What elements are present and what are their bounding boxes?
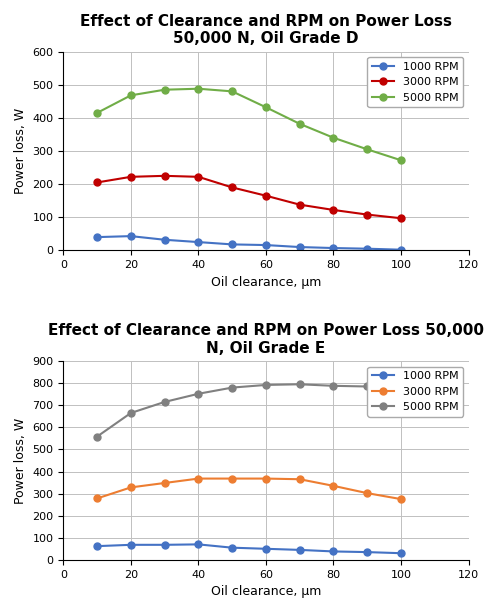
3000 RPM: [297, 476, 303, 483]
1000 RPM: [398, 550, 404, 557]
5000 RPM: [195, 390, 201, 397]
5000 RPM: [364, 146, 370, 153]
1000 RPM: [195, 541, 201, 548]
3000 RPM: [330, 482, 336, 490]
1000 RPM: [94, 233, 100, 241]
5000 RPM: [162, 86, 168, 94]
3000 RPM: [297, 201, 303, 208]
X-axis label: Oil clearance, μm: Oil clearance, μm: [211, 585, 321, 598]
1000 RPM: [229, 241, 235, 248]
1000 RPM: [162, 541, 168, 548]
3000 RPM: [94, 179, 100, 186]
1000 RPM: [229, 544, 235, 551]
1000 RPM: [364, 245, 370, 252]
5000 RPM: [263, 381, 269, 389]
3000 RPM: [195, 475, 201, 482]
3000 RPM: [229, 184, 235, 191]
Y-axis label: Power loss, W: Power loss, W: [14, 417, 27, 504]
1000 RPM: [330, 548, 336, 555]
Line: 1000 RPM: 1000 RPM: [94, 541, 404, 557]
3000 RPM: [398, 496, 404, 503]
5000 RPM: [330, 134, 336, 141]
5000 RPM: [128, 92, 134, 99]
5000 RPM: [330, 382, 336, 389]
3000 RPM: [162, 172, 168, 179]
3000 RPM: [398, 215, 404, 222]
1000 RPM: [195, 239, 201, 246]
3000 RPM: [128, 483, 134, 491]
3000 RPM: [263, 192, 269, 200]
Line: 5000 RPM: 5000 RPM: [94, 85, 404, 164]
Legend: 1000 RPM, 3000 RPM, 5000 RPM: 1000 RPM, 3000 RPM, 5000 RPM: [367, 367, 463, 417]
3000 RPM: [364, 211, 370, 218]
1000 RPM: [330, 244, 336, 252]
1000 RPM: [297, 244, 303, 251]
3000 RPM: [94, 494, 100, 502]
5000 RPM: [229, 384, 235, 391]
Title: Effect of Clearance and RPM on Power Loss
50,000 N, Oil Grade D: Effect of Clearance and RPM on Power Los…: [80, 14, 452, 47]
Y-axis label: Power loss, W: Power loss, W: [14, 108, 27, 194]
5000 RPM: [94, 109, 100, 116]
5000 RPM: [128, 409, 134, 417]
5000 RPM: [263, 103, 269, 111]
Line: 1000 RPM: 1000 RPM: [94, 233, 404, 253]
Line: 3000 RPM: 3000 RPM: [94, 475, 404, 502]
1000 RPM: [398, 246, 404, 253]
3000 RPM: [229, 475, 235, 482]
5000 RPM: [297, 120, 303, 127]
5000 RPM: [94, 433, 100, 440]
Line: 5000 RPM: 5000 RPM: [94, 381, 404, 440]
1000 RPM: [162, 236, 168, 244]
3000 RPM: [263, 475, 269, 482]
3000 RPM: [364, 490, 370, 497]
X-axis label: Oil clearance, μm: Oil clearance, μm: [211, 275, 321, 289]
3000 RPM: [195, 173, 201, 181]
1000 RPM: [94, 542, 100, 550]
1000 RPM: [128, 233, 134, 240]
Title: Effect of Clearance and RPM on Power Loss 50,000
N, Oil Grade E: Effect of Clearance and RPM on Power Los…: [48, 323, 484, 356]
Line: 3000 RPM: 3000 RPM: [94, 173, 404, 222]
1000 RPM: [263, 545, 269, 553]
Legend: 1000 RPM, 3000 RPM, 5000 RPM: 1000 RPM, 3000 RPM, 5000 RPM: [367, 57, 463, 107]
5000 RPM: [229, 88, 235, 95]
5000 RPM: [398, 157, 404, 164]
3000 RPM: [330, 206, 336, 214]
5000 RPM: [364, 383, 370, 390]
3000 RPM: [162, 479, 168, 487]
1000 RPM: [128, 541, 134, 548]
5000 RPM: [398, 398, 404, 406]
5000 RPM: [195, 85, 201, 92]
1000 RPM: [297, 547, 303, 554]
3000 RPM: [128, 173, 134, 181]
1000 RPM: [364, 548, 370, 556]
5000 RPM: [297, 381, 303, 388]
1000 RPM: [263, 241, 269, 248]
5000 RPM: [162, 398, 168, 406]
